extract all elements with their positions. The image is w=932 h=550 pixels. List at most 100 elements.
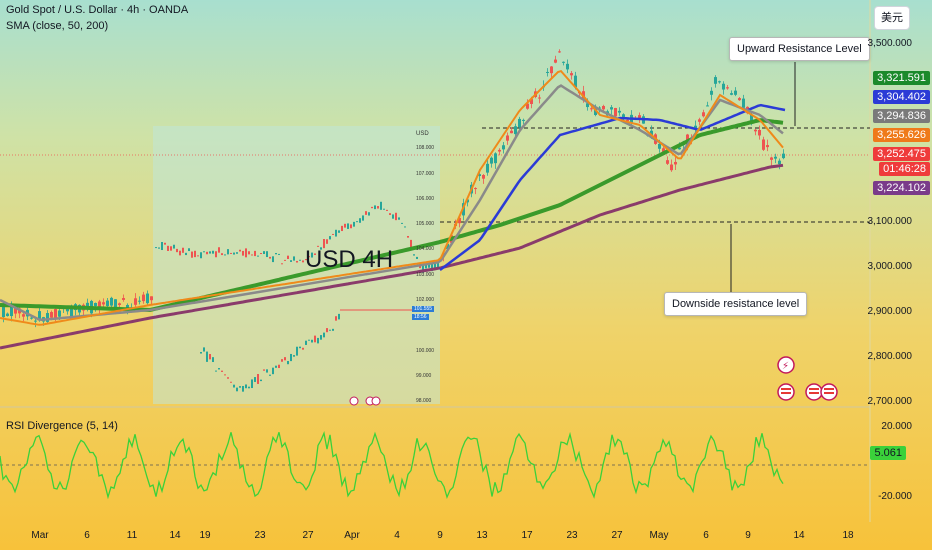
inset-candle <box>425 264 427 269</box>
inset-candle <box>161 241 163 251</box>
candle <box>570 73 573 76</box>
candle <box>666 160 669 164</box>
inset-candle <box>335 316 337 321</box>
candle <box>66 308 69 312</box>
price-axis-label: 3,100.000 <box>867 216 913 227</box>
inset-candle <box>266 251 268 258</box>
inset-candle <box>287 360 289 365</box>
indicator-label[interactable]: SMA (close, 50, 200) <box>6 20 109 32</box>
inset-candle <box>299 259 301 261</box>
candle <box>714 77 717 84</box>
candle <box>34 320 37 322</box>
inset-axis-label: 106.000 <box>416 196 435 202</box>
inset-candle <box>386 209 388 211</box>
inset-panel <box>153 126 440 404</box>
candle <box>670 164 673 171</box>
inset-candlestick-series <box>155 201 439 392</box>
inset-candle <box>311 339 313 343</box>
inset-candle <box>383 208 385 210</box>
candle <box>94 303 97 307</box>
inset-candle <box>206 351 208 362</box>
inset-candle <box>224 254 226 256</box>
candle <box>458 217 461 224</box>
candle <box>550 66 553 74</box>
inset-candle <box>317 245 319 247</box>
candle <box>778 160 781 165</box>
inset-candle <box>356 221 358 223</box>
candle <box>766 145 769 148</box>
inset-candle <box>434 261 436 269</box>
upward-resistance-label[interactable]: Upward Resistance Level <box>729 37 870 61</box>
candle <box>510 130 513 134</box>
inset-candle <box>350 224 352 229</box>
candle <box>562 61 565 63</box>
candle <box>722 83 725 90</box>
candle <box>710 90 713 95</box>
candle <box>558 51 561 53</box>
inset-candle <box>221 370 223 372</box>
inset-candle <box>314 335 316 343</box>
time-axis-label: 6 <box>703 530 709 541</box>
time-axis-label: 4 <box>394 530 400 541</box>
downside-resistance-label[interactable]: Downside resistance level <box>664 292 808 316</box>
price-axis-label: 2,800.000 <box>867 351 913 362</box>
candle <box>146 293 149 304</box>
rsi-title[interactable]: RSI Divergence (5, 14) <box>6 420 118 432</box>
candle <box>466 199 469 203</box>
inset-axis-label: 104.000 <box>416 246 435 252</box>
inset-candle <box>296 260 298 263</box>
candle <box>650 130 653 136</box>
candle <box>658 143 661 149</box>
event-icons[interactable]: ⚡ <box>349 356 838 406</box>
inset-candle <box>236 252 238 254</box>
inset-candle <box>254 250 256 257</box>
candle <box>22 314 25 317</box>
candle <box>622 114 625 119</box>
rsi-axis-label: -20.000 <box>878 491 912 502</box>
candle <box>626 119 629 122</box>
candle <box>110 297 113 306</box>
candle <box>86 302 89 307</box>
inset-candle <box>266 369 268 373</box>
candle <box>774 156 777 159</box>
inset-candle <box>185 252 187 256</box>
candle <box>758 129 761 136</box>
inset-candle <box>431 263 433 272</box>
chart-title: Gold Spot / U.S. Dollar · 4h · OANDA <box>6 4 189 16</box>
inset-candle <box>305 340 307 345</box>
inset-candle <box>329 236 331 240</box>
candle <box>618 110 621 113</box>
rsi-line <box>0 430 784 500</box>
candle <box>150 296 153 301</box>
inset-price-tag: 101.555 <box>412 306 435 312</box>
inset-candle <box>374 205 376 210</box>
sma-price-tag: 3,294.836 <box>873 109 930 123</box>
candle <box>142 294 145 302</box>
inset-usd-label: USD <box>416 131 429 137</box>
inset-candle <box>398 217 400 220</box>
time-axis-label: 13 <box>476 530 488 541</box>
currency-button[interactable]: 美元 <box>874 6 910 30</box>
inset-candle <box>317 337 319 344</box>
price-axis-label: 3,500.000 <box>867 38 913 49</box>
candle <box>50 312 53 318</box>
time-axis-label: 19 <box>199 530 211 541</box>
candle <box>446 243 449 249</box>
inset-candle <box>437 263 439 270</box>
candle <box>486 163 489 173</box>
inset-candle <box>248 251 250 255</box>
inset-candle <box>389 213 391 215</box>
inset-candle <box>380 201 382 210</box>
inset-candle <box>191 251 193 258</box>
price-axis-label: 2,900.000 <box>867 306 913 317</box>
inset-candle <box>278 253 280 255</box>
inset-candle <box>269 374 271 376</box>
inset-candle <box>200 351 202 354</box>
inset-candle <box>410 239 412 248</box>
inset-axis-label: 105.000 <box>416 221 435 227</box>
candle <box>750 114 753 124</box>
inset-candle <box>428 262 430 268</box>
inset-candle <box>332 328 334 331</box>
rsi-value-tag: 5.061 <box>870 446 906 460</box>
